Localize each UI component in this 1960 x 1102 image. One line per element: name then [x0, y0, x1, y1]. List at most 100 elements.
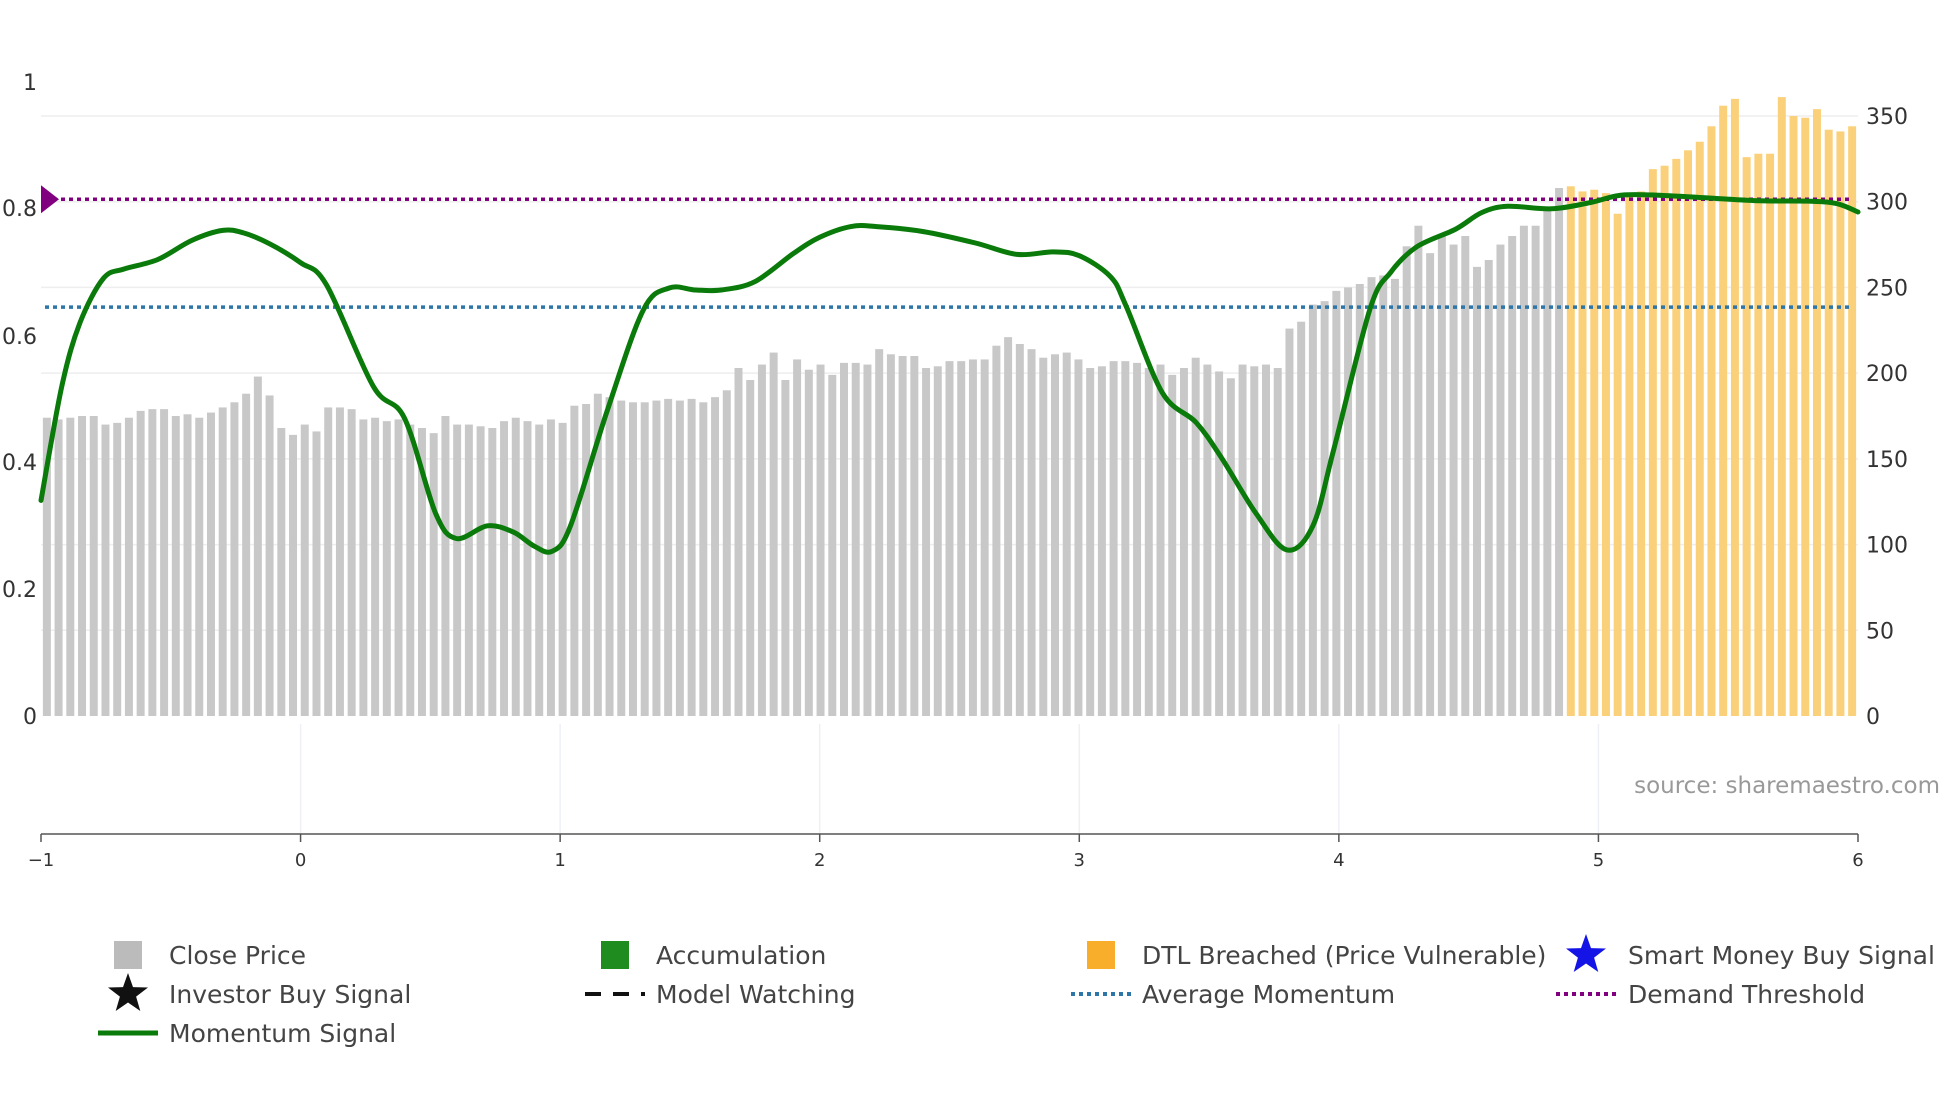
- legend-label: Smart Money Buy Signal: [1628, 941, 1935, 970]
- lines-layer: [38, 185, 1861, 555]
- price-bar: [476, 426, 485, 716]
- price-bar: [1226, 378, 1235, 716]
- dtl-bar: [1566, 186, 1575, 717]
- dtl-bar: [1684, 150, 1693, 717]
- price-bar: [1320, 301, 1329, 716]
- price-bar: [652, 400, 661, 716]
- price-bar: [828, 374, 837, 716]
- price-bar: [851, 362, 860, 716]
- dtl-bar: [1613, 213, 1622, 716]
- price-bar: [136, 410, 145, 716]
- momentum-signal-line: [38, 191, 1861, 555]
- price-bar: [1461, 236, 1470, 716]
- y-right-tick-label: 350: [1866, 105, 1908, 130]
- price-bar: [1250, 366, 1259, 716]
- price-bar: [664, 398, 673, 716]
- y-left-tick-label: 0.6: [2, 325, 37, 350]
- price-bar: [206, 412, 215, 716]
- price-bar: [898, 356, 907, 716]
- price-bar: [1437, 236, 1446, 716]
- price-bar: [570, 405, 579, 716]
- dtl-bar: [1836, 131, 1845, 716]
- dtl-bar: [1754, 153, 1763, 716]
- price-bar: [394, 419, 403, 716]
- y-left-tick-label: 1: [23, 71, 37, 96]
- legend-label: Momentum Signal: [169, 1019, 396, 1048]
- y-right-tick-label: 50: [1866, 619, 1894, 644]
- legend-label: Close Price: [169, 941, 306, 970]
- price-bar: [734, 368, 743, 716]
- price-bar: [1074, 359, 1083, 716]
- price-bar: [1379, 275, 1388, 716]
- price-bar: [453, 424, 462, 716]
- legend-item-demand-threshold: Demand Threshold: [1556, 980, 1865, 1009]
- price-bar: [429, 433, 438, 716]
- price-bar: [1308, 304, 1317, 716]
- price-bar: [1519, 225, 1528, 716]
- y-right-tick-label: 300: [1866, 191, 1908, 216]
- legend-label: Demand Threshold: [1628, 980, 1865, 1009]
- dtl-bar: [1601, 193, 1610, 716]
- price-bar: [289, 434, 298, 716]
- price-bar: [1531, 225, 1540, 716]
- price-bar: [160, 409, 169, 716]
- price-bar: [1473, 266, 1481, 716]
- price-bar: [523, 421, 532, 716]
- price-bar: [582, 404, 591, 716]
- legend-item-accumulation: Accumulation: [601, 941, 826, 970]
- price-bar: [1496, 244, 1505, 716]
- price-bar: [1121, 361, 1130, 716]
- dtl-bar: [1824, 129, 1833, 716]
- price-bar: [1332, 290, 1341, 716]
- price-bar: [629, 402, 637, 716]
- price-bar: [359, 419, 368, 716]
- legend-label: Average Momentum: [1142, 980, 1395, 1009]
- x-tick-label: 1: [554, 850, 565, 871]
- dtl-bar: [1672, 158, 1681, 717]
- price-bar: [488, 428, 497, 716]
- price-bar: [757, 364, 766, 716]
- legend: Close Price Accumulation DTL Breached (Pri…: [98, 934, 1935, 1048]
- price-bar: [863, 364, 872, 716]
- price-bar: [300, 424, 309, 716]
- blue-star-icon: [1566, 934, 1606, 972]
- axes-layer: 0 0.2 0.4 0.6 0.8 1 0 50 100 150 200 250 300 350 −1 0 1 2…: [2, 71, 1908, 871]
- price-bar: [441, 416, 450, 716]
- dtl-bar: [1660, 165, 1669, 716]
- price-bar: [558, 422, 567, 716]
- x-tick-label: 2: [814, 850, 825, 871]
- dtl-bar: [1695, 141, 1704, 716]
- price-bar: [511, 417, 520, 716]
- price-bar: [640, 402, 649, 716]
- price-bar: [124, 417, 133, 716]
- price-bar: [171, 416, 180, 716]
- dtl-bar: [1812, 109, 1821, 716]
- price-bar: [253, 376, 262, 716]
- y-right-tick-label: 250: [1866, 276, 1908, 301]
- legend-item-average-momentum: Average Momentum: [1071, 980, 1395, 1009]
- price-bar: [277, 428, 286, 716]
- y-left-tick-label: 0: [23, 705, 37, 730]
- dtl-bar: [1766, 153, 1775, 716]
- price-bar: [1203, 364, 1212, 716]
- price-bar: [617, 400, 626, 716]
- price-bar: [1215, 371, 1224, 716]
- dtl-bar: [1730, 98, 1739, 717]
- price-bar: [804, 369, 813, 716]
- price-bar: [1168, 374, 1177, 716]
- price-bar: [933, 366, 942, 716]
- price-bar: [1051, 354, 1059, 716]
- price-bar: [1297, 321, 1306, 716]
- price-bar: [324, 407, 333, 716]
- x-tick-label: 5: [1593, 850, 1604, 871]
- price-bar: [218, 407, 227, 716]
- price-bar: [968, 359, 977, 716]
- price-bar: [406, 424, 415, 716]
- dtl-bar: [1777, 97, 1786, 716]
- price-bar: [922, 368, 931, 716]
- dtl-bar: [1719, 105, 1728, 716]
- price-bar: [1285, 328, 1294, 716]
- price-bar: [875, 349, 884, 716]
- price-bar: [816, 364, 825, 716]
- dtl-bar: [1578, 191, 1587, 716]
